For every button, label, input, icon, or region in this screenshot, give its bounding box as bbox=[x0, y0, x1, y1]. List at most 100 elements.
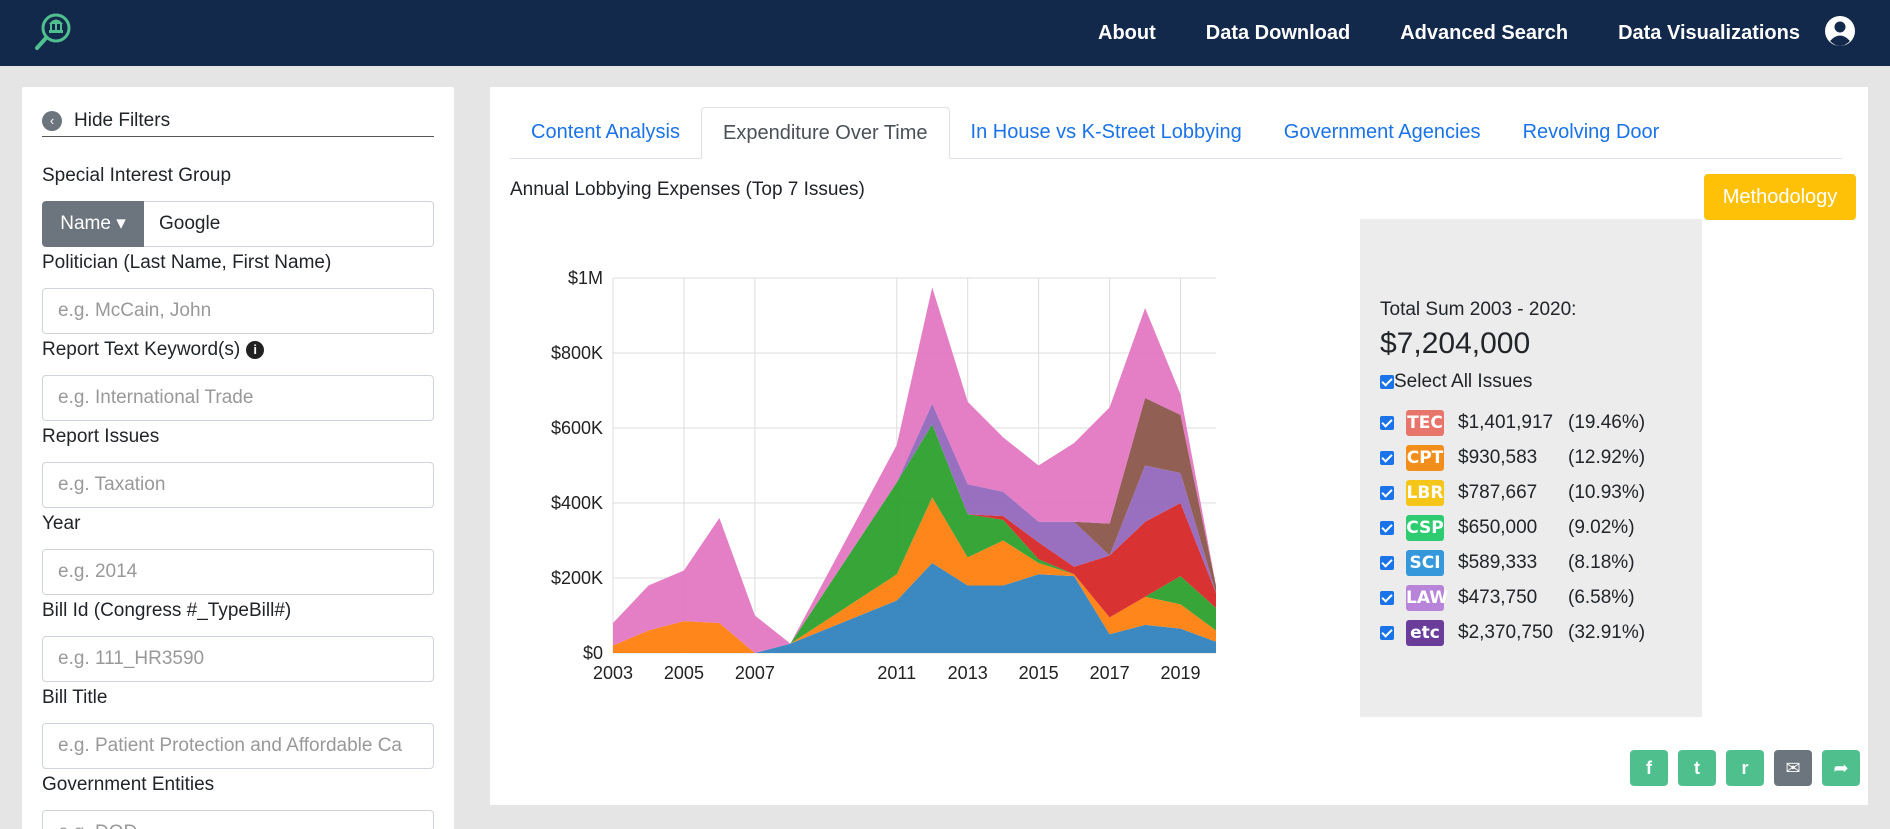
x-tick-label: 2019 bbox=[1161, 663, 1201, 683]
legend-row-csp: CSP $650,000 (9.02%) bbox=[1380, 510, 1645, 545]
issue-percent: (9.02%) bbox=[1568, 516, 1635, 538]
total-sum-label: Total Sum 2003 - 2020: bbox=[1380, 299, 1577, 320]
select-all-row: Select All Issues bbox=[1380, 371, 1532, 393]
forward-share-button[interactable]: ➦ bbox=[1822, 750, 1860, 786]
reddit-share-button[interactable]: r bbox=[1726, 750, 1764, 786]
viz-tabs: Content Analysis Expenditure Over Time I… bbox=[510, 107, 1842, 159]
methodology-button[interactable]: Methodology bbox=[1704, 174, 1856, 220]
issue-amount: $650,000 bbox=[1458, 516, 1538, 538]
facebook-share-button[interactable]: f bbox=[1630, 750, 1668, 786]
legend-row-tec: TEC $1,401,917 (19.46%) bbox=[1380, 405, 1645, 440]
name-dropdown-button[interactable]: Name ▾ bbox=[42, 201, 144, 247]
nav-advanced-search-link[interactable]: Advanced Search bbox=[1400, 21, 1569, 44]
issue-checkbox[interactable] bbox=[1380, 590, 1394, 605]
politician-input[interactable]: e.g. McCain, John bbox=[42, 288, 434, 334]
issue-badge: etc bbox=[1406, 619, 1444, 646]
issue-amount: $2,370,750 bbox=[1458, 621, 1554, 643]
x-tick-label: 2015 bbox=[1019, 663, 1059, 683]
politician-label: Politician (Last Name, First Name) bbox=[42, 252, 332, 273]
year-input[interactable]: e.g. 2014 bbox=[42, 549, 434, 595]
x-tick-label: 2013 bbox=[948, 663, 988, 683]
nav-links: About Data Download Advanced Search Data… bbox=[1098, 0, 1890, 66]
y-tick-label: $600K bbox=[551, 418, 603, 438]
legend-row-law: LAW $473,750 (6.58%) bbox=[1380, 580, 1645, 615]
issue-checkbox[interactable] bbox=[1380, 555, 1394, 570]
issue-checkbox[interactable] bbox=[1380, 415, 1394, 430]
report-issues-input[interactable]: e.g. Taxation bbox=[42, 462, 434, 508]
capitol-logo-icon[interactable] bbox=[34, 11, 74, 51]
user-account-icon[interactable] bbox=[1824, 15, 1856, 47]
select-all-checkbox[interactable] bbox=[1380, 375, 1394, 389]
issue-percent: (8.18%) bbox=[1568, 551, 1635, 573]
issues-legend-panel: Total Sum 2003 - 2020: $7,204,000 Select… bbox=[1360, 219, 1702, 717]
facebook-icon: f bbox=[1646, 758, 1652, 778]
issue-checkbox[interactable] bbox=[1380, 485, 1394, 500]
issue-badge: TEC bbox=[1406, 409, 1444, 436]
email-share-button[interactable]: ✉ bbox=[1774, 750, 1812, 786]
issue-checkbox[interactable] bbox=[1380, 625, 1394, 640]
keyword-label-row: Report Text Keyword(s) i bbox=[42, 339, 265, 361]
issue-amount: $589,333 bbox=[1458, 551, 1538, 573]
tab-content-analysis[interactable]: Content Analysis bbox=[531, 121, 680, 143]
y-tick-label: $200K bbox=[551, 568, 603, 588]
twitter-icon: t bbox=[1694, 758, 1700, 778]
legend-row-sci: SCI $589,333 (8.18%) bbox=[1380, 545, 1645, 580]
issue-percent: (19.46%) bbox=[1568, 411, 1646, 433]
keyword-input[interactable]: e.g. International Trade bbox=[42, 375, 434, 421]
tab-expenditure-over-time[interactable]: Expenditure Over Time bbox=[700, 107, 950, 159]
share-icon: ➦ bbox=[1833, 758, 1849, 778]
gov-entities-input[interactable]: e.g. DOD bbox=[42, 810, 434, 829]
issue-percent: (12.92%) bbox=[1568, 446, 1646, 468]
nav-data-download-link[interactable]: Data Download bbox=[1205, 21, 1351, 44]
nav-data-visualizations-link[interactable]: Data Visualizations bbox=[1618, 21, 1800, 44]
top-navbar: About Data Download Advanced Search Data… bbox=[0, 0, 1890, 66]
bill-id-label: Bill Id (Congress #_TypeBill#) bbox=[42, 600, 292, 621]
stacked-area-chart: $0$200K$400K$600K$800K$1M 2003 2005 2007 20… bbox=[551, 268, 1216, 683]
report-issues-label: Report Issues bbox=[42, 426, 160, 447]
y-tick-label: $0 bbox=[583, 643, 603, 663]
issue-checkbox[interactable] bbox=[1380, 450, 1394, 465]
issue-checkbox[interactable] bbox=[1380, 520, 1394, 535]
issue-percent: (32.91%) bbox=[1568, 621, 1646, 643]
legend-rows: TEC $1,401,917 (19.46%) CPT $930,583 (12… bbox=[1380, 405, 1645, 650]
y-tick-label: $1M bbox=[568, 268, 603, 288]
special-interest-input[interactable]: Google bbox=[144, 201, 434, 247]
info-icon[interactable]: i bbox=[246, 341, 265, 359]
twitter-share-button[interactable]: t bbox=[1678, 750, 1716, 786]
issue-percent: (6.58%) bbox=[1568, 586, 1635, 608]
bill-title-input[interactable]: e.g. Patient Protection and Affordable C… bbox=[42, 723, 434, 769]
select-all-label: Select All Issues bbox=[1394, 371, 1533, 392]
issue-badge: CPT bbox=[1406, 444, 1444, 471]
legend-row-cpt: CPT $930,583 (12.92%) bbox=[1380, 440, 1645, 475]
area-series-2 bbox=[613, 424, 1216, 653]
total-sum-value: $7,204,000 bbox=[1380, 327, 1531, 360]
bill-id-input[interactable]: e.g. 111_HR3590 bbox=[42, 636, 434, 682]
legend-row-lbr: LBR $787,667 (10.93%) bbox=[1380, 475, 1645, 510]
chart-title: Annual Lobbying Expenses (Top 7 Issues) bbox=[510, 179, 865, 200]
special-interest-group: Name ▾ Google bbox=[42, 201, 434, 247]
hide-filters-toggle[interactable]: ‹ Hide Filters bbox=[42, 111, 434, 137]
issue-amount: $787,667 bbox=[1458, 481, 1538, 503]
issue-badge: CSP bbox=[1406, 514, 1444, 541]
bill-title-label: Bill Title bbox=[42, 687, 108, 708]
issue-badge: LAW bbox=[1406, 584, 1448, 611]
tab-in-house-vs-k-street[interactable]: In House vs K-Street Lobbying bbox=[970, 121, 1242, 143]
issue-amount: $1,401,917 bbox=[1458, 411, 1554, 433]
keyword-label: Report Text Keyword(s) bbox=[42, 339, 241, 360]
issue-badge: SCI bbox=[1406, 549, 1444, 576]
legend-row-etc: etc $2,370,750 (32.91%) bbox=[1380, 615, 1645, 650]
nav-about-link[interactable]: About bbox=[1098, 21, 1156, 44]
x-tick-label: 2005 bbox=[664, 663, 704, 683]
chart-areas bbox=[613, 287, 1216, 653]
y-tick-label: $800K bbox=[551, 343, 603, 363]
tab-government-agencies[interactable]: Government Agencies bbox=[1283, 121, 1481, 143]
mail-icon: ✉ bbox=[1785, 758, 1801, 778]
issue-amount: $473,750 bbox=[1458, 586, 1538, 608]
area-series-5 bbox=[613, 398, 1216, 653]
visualization-panel: Content Analysis Expenditure Over Time I… bbox=[490, 87, 1868, 805]
chart-y-ticks: $0 $200K $400K $600K $800K $1M bbox=[551, 268, 603, 663]
hide-filters-label: Hide Filters bbox=[74, 110, 171, 131]
gov-entities-label: Government Entities bbox=[42, 774, 215, 795]
area-series-6 bbox=[613, 287, 1216, 653]
tab-revolving-door[interactable]: Revolving Door bbox=[1522, 121, 1660, 143]
